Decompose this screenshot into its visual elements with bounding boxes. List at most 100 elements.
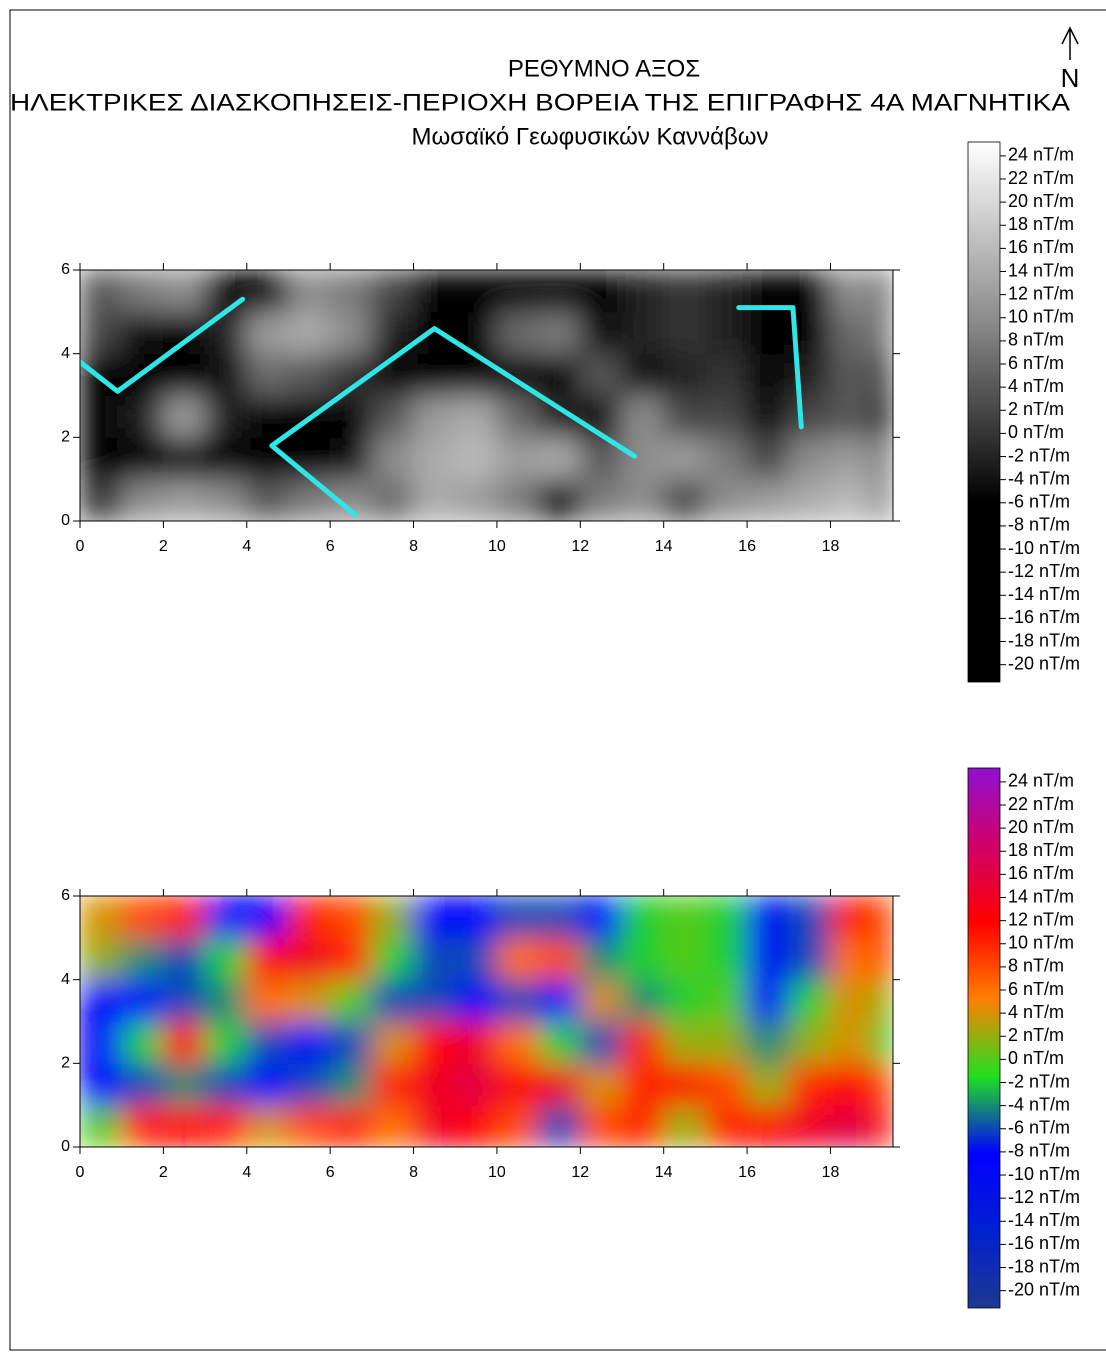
heatmap-cell xyxy=(121,311,164,355)
colorbar-tick-label: -12 nT/m xyxy=(1008,561,1080,581)
heatmap-cell xyxy=(496,478,540,521)
heatmap-cell xyxy=(788,436,831,480)
page-frame xyxy=(9,9,1106,1351)
heatmap-cell xyxy=(454,436,498,480)
colorbar-tick-label: -12 nT/m xyxy=(1008,1187,1080,1207)
colorbar-tick-label: 18 nT/m xyxy=(1008,214,1074,234)
x-tick-label: 8 xyxy=(409,1164,418,1181)
heatmap-cell xyxy=(287,979,331,1022)
colorbar-tick-label: 10 nT/m xyxy=(1008,933,1074,953)
heatmap-cell xyxy=(246,478,289,521)
heatmap-cell xyxy=(121,1021,164,1064)
heatmap-cell xyxy=(80,896,123,939)
colorbar-tick-label: -6 nT/m xyxy=(1008,1118,1070,1138)
heatmap-cell xyxy=(413,979,456,1022)
heatmap-cell xyxy=(204,436,248,480)
heatmap-cell xyxy=(121,1062,164,1106)
heatmap-cell xyxy=(246,270,289,313)
heatmap-cell xyxy=(162,270,206,313)
heatmap-cell xyxy=(829,1021,873,1064)
colorbar-tick-label: -16 nT/m xyxy=(1008,607,1080,627)
heatmap-cell xyxy=(663,1021,706,1064)
x-tick-label: 16 xyxy=(738,1164,756,1181)
heatmap-cell xyxy=(204,270,248,313)
heatmap-cell xyxy=(287,270,331,313)
heatmap-cell xyxy=(621,353,665,396)
colorbar-tick-label: -8 nT/m xyxy=(1008,1141,1070,1161)
heatmap xyxy=(80,896,893,1147)
heatmap-cell xyxy=(371,436,415,480)
heatmap-cell xyxy=(246,311,289,355)
y-tick-label: 4 xyxy=(61,971,70,988)
heatmap-cell xyxy=(663,395,706,438)
heatmap-cell xyxy=(371,979,415,1022)
heatmap-cell xyxy=(204,979,248,1022)
heatmap-cell xyxy=(871,937,893,981)
heatmap-cell xyxy=(287,1021,331,1064)
heatmap-cell xyxy=(454,478,498,521)
heatmap-cell xyxy=(121,436,164,480)
colorbar-tick-label: 20 nT/m xyxy=(1008,191,1074,211)
colorbar-tick-label: -18 nT/m xyxy=(1008,1256,1080,1276)
heatmap-cell xyxy=(121,1104,164,1147)
heatmap-cell xyxy=(121,478,164,521)
heatmap-cell xyxy=(871,1062,893,1106)
heatmap-cell xyxy=(704,395,748,438)
heatmap-cell xyxy=(663,311,706,355)
heatmap-cell xyxy=(704,1021,748,1064)
heatmap-cell xyxy=(413,311,456,355)
heatmap-cell xyxy=(329,395,373,438)
heatmap-cell xyxy=(162,1062,206,1106)
heatmap-cell xyxy=(204,311,248,355)
heatmap-cell xyxy=(371,1062,415,1106)
y-tick-label: 6 xyxy=(61,887,70,904)
heatmap-cell xyxy=(80,937,123,981)
heatmap-cell xyxy=(829,270,873,313)
heatmap-cell xyxy=(746,436,790,480)
heatmap-cells xyxy=(80,270,893,521)
heatmap-cell xyxy=(746,1021,790,1064)
heatmap-cell xyxy=(871,1021,893,1064)
heatmap-cell xyxy=(496,896,540,939)
heatmap-cell xyxy=(538,478,581,521)
heatmap-cell xyxy=(162,1104,206,1147)
x-tick-label: 12 xyxy=(571,538,589,555)
colorbar-tick-label: -2 nT/m xyxy=(1008,1071,1070,1091)
colorbar-tick-label: 12 nT/m xyxy=(1008,283,1074,303)
heatmap-cell xyxy=(496,436,540,480)
heatmap-cell xyxy=(246,436,289,480)
heatmap-cell xyxy=(621,270,665,313)
heatmap-cell xyxy=(496,1021,540,1064)
heatmap-cell xyxy=(287,896,331,939)
x-tick-label: 0 xyxy=(76,1164,85,1181)
subtitle: Μωσαϊκό Γεωφυσικών Καννάβων xyxy=(411,123,768,150)
colorbar-tick-label: 4 nT/m xyxy=(1008,376,1064,396)
colorbar-tick-label: 24 nT/m xyxy=(1008,771,1074,791)
colorbar-tick-label: 2 nT/m xyxy=(1008,399,1064,419)
heatmap-cell xyxy=(413,395,456,438)
heatmap-cell xyxy=(538,353,581,396)
heatmap-cell xyxy=(746,1062,790,1106)
heatmap-cell xyxy=(413,1062,456,1106)
heatmap-cell xyxy=(454,353,498,396)
heatmap-cell xyxy=(871,478,893,521)
heatmap-cell xyxy=(80,1062,123,1106)
heatmap-cell xyxy=(329,896,373,939)
heatmap-cell xyxy=(287,937,331,981)
heatmap-cell xyxy=(579,1062,623,1106)
heatmap-cell xyxy=(204,1104,248,1147)
overlay-line xyxy=(80,296,246,394)
colorbar xyxy=(967,767,1001,1309)
heatmap-cell xyxy=(80,436,123,480)
heatmap-cell xyxy=(788,896,831,939)
colorbar-tick-label: -10 nT/m xyxy=(1008,1164,1080,1184)
title: ΡΕΘΥΜΝΟ ΑΞΟΣ xyxy=(508,55,700,82)
heatmap-cell xyxy=(579,896,623,939)
heatmap-cell xyxy=(704,1104,748,1147)
heatmap-cell xyxy=(829,353,873,396)
heatmap-cell xyxy=(413,937,456,981)
plot-frame xyxy=(79,269,894,522)
heatmap-cell xyxy=(204,896,248,939)
